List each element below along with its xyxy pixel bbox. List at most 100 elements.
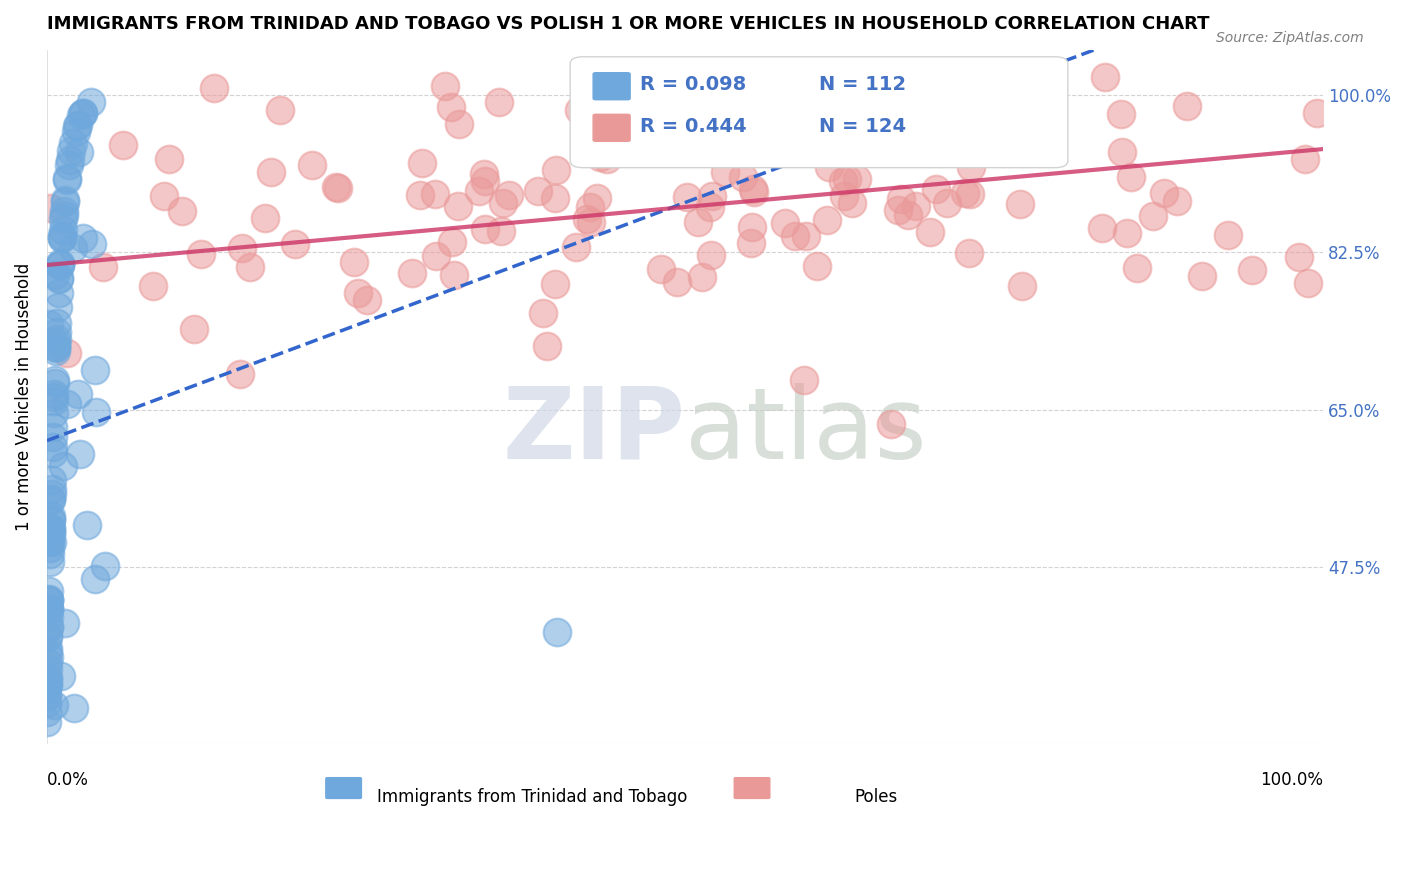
Point <box>157 152 180 166</box>
Point <box>957 245 980 260</box>
Point <box>935 196 957 211</box>
Point <box>910 132 932 146</box>
Point <box>58 158 80 172</box>
Point <box>59 153 82 168</box>
Point <box>1216 227 1239 242</box>
Point <box>897 208 920 222</box>
Point <box>837 172 859 186</box>
Point <box>325 179 347 194</box>
Point <box>52 458 75 473</box>
Point <box>960 160 983 174</box>
Point <box>53 193 76 207</box>
Point <box>1126 260 1149 275</box>
Text: Poles: Poles <box>855 788 898 806</box>
Point <box>69 447 91 461</box>
Point <box>815 213 838 227</box>
Point <box>56 171 79 186</box>
Point <box>39 513 62 527</box>
Y-axis label: 1 or more Vehicles in Household: 1 or more Vehicles in Household <box>15 262 32 531</box>
Point <box>190 247 212 261</box>
Point <box>1116 226 1139 240</box>
Point <box>66 119 89 133</box>
Point <box>425 250 447 264</box>
Point <box>474 174 496 188</box>
Point <box>806 259 828 273</box>
Point <box>783 229 806 244</box>
Point <box>886 203 908 218</box>
Point <box>260 165 283 179</box>
Point <box>37 630 59 644</box>
Point <box>423 186 446 201</box>
Point <box>39 541 62 555</box>
Point <box>411 156 433 170</box>
Point <box>53 195 76 210</box>
Point <box>51 669 73 683</box>
Text: ZIP: ZIP <box>502 383 685 480</box>
Point <box>652 87 675 102</box>
FancyBboxPatch shape <box>734 777 770 799</box>
Point <box>183 322 205 336</box>
Point <box>434 79 457 94</box>
Point <box>41 445 63 459</box>
Point <box>38 610 60 624</box>
Point <box>170 204 193 219</box>
Point <box>834 189 856 203</box>
Point <box>284 237 307 252</box>
Point <box>527 184 550 198</box>
Point <box>42 698 65 712</box>
Point <box>37 671 59 685</box>
Point <box>84 362 107 376</box>
Point <box>575 211 598 226</box>
Point <box>39 521 62 535</box>
Point <box>818 160 841 174</box>
Point <box>41 491 63 506</box>
Point <box>45 334 67 349</box>
Point <box>1142 209 1164 223</box>
Point <box>46 316 69 330</box>
Point <box>37 696 59 710</box>
Point <box>41 473 63 487</box>
Point <box>536 339 558 353</box>
Text: 100.0%: 100.0% <box>1260 771 1323 789</box>
Point <box>153 189 176 203</box>
Point <box>44 376 66 390</box>
Point <box>650 262 672 277</box>
Point <box>231 241 253 255</box>
Point <box>80 95 103 109</box>
Point <box>905 198 928 212</box>
Point <box>49 258 72 272</box>
Point <box>449 117 471 131</box>
FancyBboxPatch shape <box>593 114 630 141</box>
Point <box>41 487 63 501</box>
Point <box>76 518 98 533</box>
Point <box>1119 170 1142 185</box>
Point <box>44 387 66 401</box>
Point <box>959 186 981 201</box>
Point <box>39 513 62 527</box>
Point <box>37 678 59 692</box>
Point <box>51 229 73 244</box>
Point <box>37 677 59 691</box>
Point <box>401 266 423 280</box>
Point <box>239 260 262 275</box>
Point <box>565 240 588 254</box>
Point <box>45 325 67 339</box>
Point <box>953 186 976 201</box>
Point <box>731 170 754 185</box>
Point <box>568 103 591 117</box>
Point <box>966 137 988 152</box>
Point <box>269 103 291 117</box>
Point <box>38 619 60 633</box>
Point <box>585 191 607 205</box>
Point <box>747 87 769 101</box>
Point <box>589 150 612 164</box>
Point <box>1294 152 1316 166</box>
Point <box>39 522 62 536</box>
Point <box>63 701 86 715</box>
Point <box>37 645 59 659</box>
Point <box>44 268 66 283</box>
Point <box>845 172 868 186</box>
Point <box>41 493 63 508</box>
Point <box>45 340 67 354</box>
Point <box>714 164 737 178</box>
